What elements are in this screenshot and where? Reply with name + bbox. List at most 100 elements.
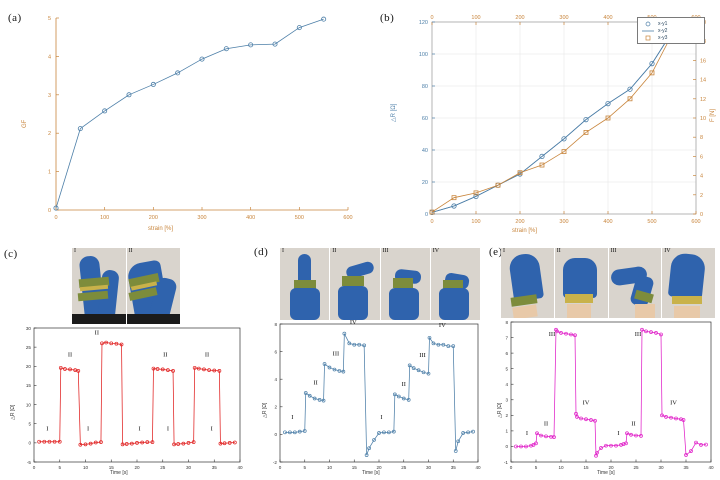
legend-label-xy1: x-y1 bbox=[658, 20, 668, 27]
svg-text:100: 100 bbox=[471, 15, 480, 21]
svg-text:I: I bbox=[617, 430, 619, 437]
svg-text:40: 40 bbox=[422, 148, 428, 154]
svg-text:I: I bbox=[167, 426, 169, 433]
photo-label-I: I bbox=[282, 248, 284, 254]
svg-text:12: 12 bbox=[700, 97, 706, 103]
svg-text:II: II bbox=[205, 352, 209, 359]
panel-d: (d) I II III IV bbox=[250, 240, 485, 480]
svg-text:III: III bbox=[549, 331, 556, 338]
svg-text:1: 1 bbox=[48, 170, 51, 176]
svg-text:20: 20 bbox=[376, 465, 382, 470]
svg-text:I: I bbox=[46, 426, 48, 433]
panel-a-plot: 0 100 200 300 400 500 600 0 1 2 3 4 5 bbox=[48, 16, 353, 221]
svg-text:4: 4 bbox=[700, 174, 703, 180]
legend-label-xy3: x-y3 bbox=[658, 34, 668, 41]
panel-a: (a) 0 100 200 300 400 500 600 0 1 2 3 4 5 strain [%]… bbox=[0, 0, 360, 240]
panel-c: (c) I II 0 5 10 15 20 25 30 35 40 -5 0 5 10 1 bbox=[0, 240, 250, 480]
svg-text:I: I bbox=[138, 426, 140, 433]
svg-text:100: 100 bbox=[100, 215, 109, 221]
panel-a-ylabel: GF bbox=[22, 119, 28, 128]
panel-a-label: (a) bbox=[8, 12, 22, 24]
svg-text:2: 2 bbox=[700, 193, 703, 199]
svg-text:30: 30 bbox=[658, 465, 664, 470]
svg-text:0: 0 bbox=[700, 212, 703, 218]
svg-text:IV: IV bbox=[670, 399, 677, 406]
panel-e-photo-strip: I II III IV bbox=[501, 248, 715, 318]
panel-b-ylabel-right: F [N] bbox=[710, 109, 716, 122]
svg-text:6: 6 bbox=[274, 349, 277, 354]
photo-label-II: II bbox=[332, 248, 337, 254]
panel-d-photo-3: III bbox=[379, 248, 430, 320]
svg-text:I: I bbox=[87, 426, 89, 433]
svg-text:30: 30 bbox=[426, 465, 432, 470]
svg-text:-1: -1 bbox=[504, 460, 509, 465]
svg-text:30: 30 bbox=[186, 465, 192, 470]
svg-text:15: 15 bbox=[352, 465, 358, 470]
svg-text:II: II bbox=[95, 330, 99, 337]
panel-e-xlabel: Time [s] bbox=[597, 470, 615, 476]
svg-text:10: 10 bbox=[26, 402, 32, 407]
panel-c-label: (c) bbox=[4, 248, 18, 260]
svg-text:4: 4 bbox=[274, 377, 277, 382]
svg-text:10: 10 bbox=[327, 465, 333, 470]
svg-text:15: 15 bbox=[109, 465, 115, 470]
svg-text:0: 0 bbox=[33, 465, 36, 470]
svg-text:5: 5 bbox=[505, 366, 508, 371]
photo-label-I: I bbox=[503, 248, 505, 254]
svg-text:8: 8 bbox=[274, 322, 277, 327]
svg-text:II: II bbox=[163, 352, 167, 359]
svg-text:25: 25 bbox=[26, 345, 32, 350]
svg-text:5: 5 bbox=[535, 465, 538, 470]
svg-text:80: 80 bbox=[422, 84, 428, 90]
svg-text:4: 4 bbox=[48, 54, 51, 60]
svg-text:300: 300 bbox=[559, 15, 568, 21]
svg-text:0: 0 bbox=[430, 15, 433, 21]
panel-e-photo-1: I bbox=[501, 248, 554, 318]
panel-a-xlabel: strain [%] bbox=[148, 226, 174, 232]
panel-d-photo-strip: I II III IV bbox=[280, 248, 480, 320]
svg-text:25: 25 bbox=[633, 465, 639, 470]
svg-text:100: 100 bbox=[471, 219, 480, 225]
svg-text:2: 2 bbox=[48, 131, 51, 137]
panel-c-photo-strip: I II bbox=[72, 248, 180, 324]
panel-d-xlabel: Time [s] bbox=[362, 470, 380, 476]
svg-text:5: 5 bbox=[303, 465, 306, 470]
svg-text:14: 14 bbox=[700, 78, 706, 84]
svg-text:10: 10 bbox=[700, 116, 706, 122]
legend-entry-xy3: x-y3 bbox=[641, 34, 701, 41]
svg-text:III: III bbox=[419, 352, 426, 359]
panel-e-ylabel: △R [Ω] bbox=[497, 402, 503, 418]
svg-text:I: I bbox=[211, 426, 213, 433]
legend-entry-xy1: x-y1 bbox=[641, 20, 701, 27]
panel-e-photo-2: II bbox=[553, 248, 608, 318]
svg-text:0: 0 bbox=[425, 212, 428, 218]
photo-label-II: II bbox=[556, 248, 561, 254]
svg-text:5: 5 bbox=[48, 16, 51, 22]
svg-text:400: 400 bbox=[246, 215, 255, 221]
svg-text:3: 3 bbox=[48, 93, 51, 99]
panel-c-photo-2: II bbox=[125, 248, 180, 324]
legend-entry-xy2: x-y2 bbox=[641, 27, 701, 34]
svg-text:0: 0 bbox=[430, 219, 433, 225]
panel-b-label: (b) bbox=[380, 12, 395, 24]
svg-text:600: 600 bbox=[343, 215, 352, 221]
svg-text:5: 5 bbox=[28, 422, 31, 427]
svg-text:40: 40 bbox=[475, 465, 481, 470]
svg-text:-5: -5 bbox=[27, 460, 32, 465]
panel-e-photo-4: IV bbox=[661, 248, 715, 318]
svg-text:35: 35 bbox=[212, 465, 218, 470]
svg-text:35: 35 bbox=[683, 465, 689, 470]
square-marker-icon bbox=[641, 35, 655, 41]
svg-text:0: 0 bbox=[279, 465, 282, 470]
svg-text:500: 500 bbox=[647, 219, 656, 225]
photo-label-IV: IV bbox=[432, 248, 440, 254]
svg-text:0: 0 bbox=[274, 432, 277, 437]
svg-text:III: III bbox=[333, 351, 340, 358]
line-marker-icon bbox=[641, 28, 655, 34]
svg-text:II: II bbox=[313, 380, 317, 387]
svg-text:10: 10 bbox=[558, 465, 564, 470]
photo-label-III: III bbox=[610, 248, 617, 254]
svg-text:400: 400 bbox=[603, 15, 612, 21]
svg-text:20: 20 bbox=[422, 180, 428, 186]
svg-text:0: 0 bbox=[505, 444, 508, 449]
